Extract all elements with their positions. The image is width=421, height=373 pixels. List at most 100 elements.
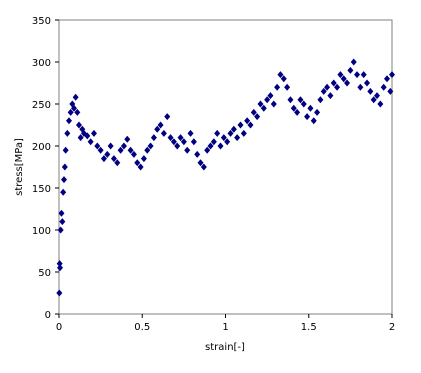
point: [134, 159, 141, 167]
y-tick-label: 200: [32, 142, 51, 153]
point: [374, 92, 381, 100]
point: [347, 66, 354, 74]
point: [294, 108, 301, 116]
point: [150, 134, 157, 142]
point: [200, 163, 207, 171]
point: [370, 96, 377, 104]
point: [214, 129, 221, 137]
point: [230, 125, 237, 133]
point: [127, 146, 134, 154]
point: [304, 113, 311, 121]
point: [184, 146, 191, 154]
point: [75, 121, 82, 129]
point: [307, 104, 314, 112]
point: [377, 100, 384, 108]
point: [227, 129, 234, 137]
plot-area: [58, 19, 393, 315]
point: [244, 117, 251, 125]
point: [274, 83, 281, 91]
point: [87, 138, 94, 146]
point: [84, 132, 91, 140]
point: [67, 108, 74, 116]
point: [224, 138, 231, 146]
y-tick-label: 150: [32, 184, 51, 195]
point: [177, 134, 184, 142]
point: [60, 176, 67, 184]
point: [194, 150, 201, 158]
point: [64, 129, 71, 137]
point: [174, 142, 181, 150]
point: [334, 83, 341, 91]
point: [207, 142, 214, 150]
point: [387, 87, 394, 95]
point: [104, 150, 111, 158]
point: [284, 83, 291, 91]
point: [367, 87, 374, 95]
point: [56, 260, 63, 268]
y-tick-label: 300: [32, 58, 51, 69]
point: [354, 71, 361, 79]
point: [320, 87, 327, 95]
point: [187, 129, 194, 137]
point: [154, 125, 161, 133]
point: [167, 134, 174, 142]
x-tick-label: 0: [56, 322, 62, 333]
point: [314, 108, 321, 116]
x-tick-label: 2: [389, 322, 395, 333]
point: [340, 75, 347, 83]
point: [240, 129, 247, 137]
point: [130, 150, 137, 158]
point: [137, 163, 144, 171]
point: [337, 71, 344, 79]
point: [389, 71, 395, 79]
point: [350, 58, 357, 66]
point: [247, 121, 254, 129]
point: [110, 155, 117, 163]
point: [120, 142, 127, 150]
point: [234, 134, 241, 142]
point: [267, 92, 274, 100]
x-axis-label: strain[-]: [205, 342, 245, 353]
point: [94, 142, 101, 150]
point: [61, 163, 68, 171]
point: [107, 142, 114, 150]
point: [264, 96, 271, 104]
point: [62, 146, 69, 154]
point: [190, 138, 197, 146]
point: [250, 108, 257, 116]
point: [237, 121, 244, 129]
x-tick-label: 0.5: [134, 322, 150, 333]
y-tick-label: 50: [38, 268, 51, 279]
y-tick-label: 350: [32, 16, 51, 27]
point: [297, 96, 304, 104]
point: [270, 100, 277, 108]
point: [310, 117, 317, 125]
point: [160, 129, 167, 137]
y-tick-label: 100: [32, 226, 51, 237]
point: [324, 83, 331, 91]
point: [217, 142, 224, 150]
y-tick-label: 250: [32, 100, 51, 111]
point: [380, 83, 387, 91]
point: [327, 92, 334, 100]
point: [204, 146, 211, 154]
y-tick-label: 0: [45, 310, 51, 321]
point: [59, 218, 66, 226]
point: [140, 155, 147, 163]
point: [300, 100, 307, 108]
y-axis-label: stress[MPa]: [14, 138, 25, 196]
point: [277, 71, 284, 79]
point: [180, 138, 187, 146]
point: [58, 209, 65, 217]
point: [220, 134, 227, 142]
point: [170, 138, 177, 146]
point: [100, 155, 107, 163]
point: [117, 146, 124, 154]
point: [164, 113, 171, 121]
point: [90, 129, 97, 137]
point: [70, 104, 77, 112]
x-tick-label: 1.5: [301, 322, 317, 333]
point: [290, 104, 297, 112]
point: [287, 96, 294, 104]
point: [77, 134, 84, 142]
